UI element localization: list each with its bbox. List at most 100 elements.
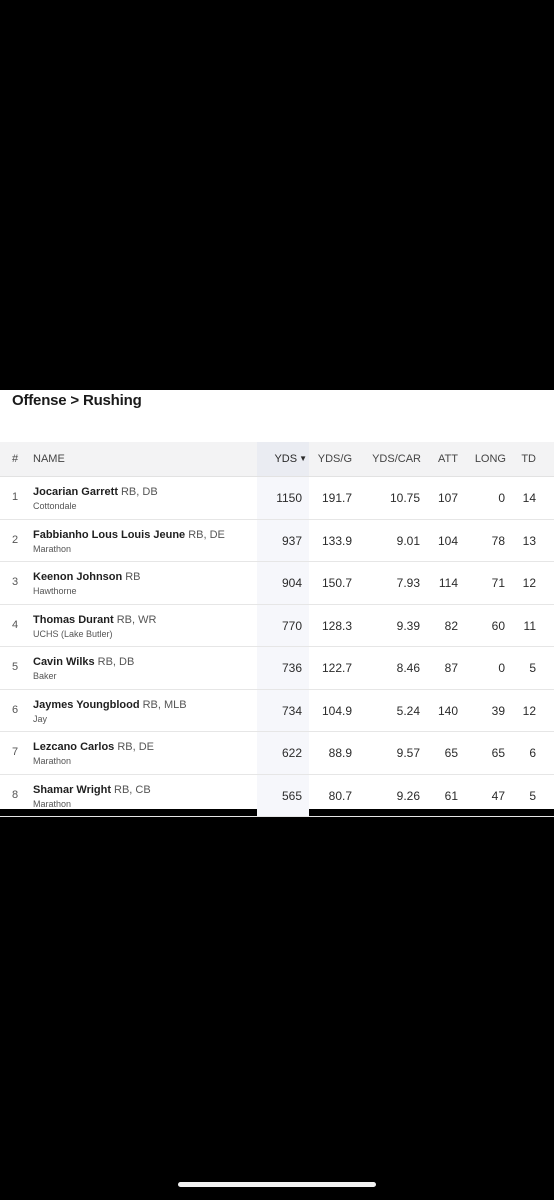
table-row[interactable]: 7 Lezcano Carlos RB, DE Marathon 622 88.9 9.57… <box>0 732 554 775</box>
table-row[interactable]: 2 Fabbianho Lous Louis Jeune RB, DE Maratho… <box>0 519 554 562</box>
cell-long: 78 <box>491 533 505 548</box>
row-rank: 7 <box>12 746 19 758</box>
cell-yds: 770 <box>281 618 302 633</box>
cell-yds-per-game: 128.3 <box>321 618 352 633</box>
player-name-text: Jaymes Youngblood <box>33 698 140 711</box>
cell-yds: 904 <box>281 576 302 590</box>
row-rank: 8 <box>12 788 19 801</box>
sorted-column-highlight <box>257 442 309 476</box>
player-position: RB, DB <box>97 656 135 668</box>
cell-yds: 937 <box>281 533 302 548</box>
cell-yds: 734 <box>281 703 302 718</box>
table-row[interactable]: 3 Keenon Johnson RB Hawthorne 904 150.7 7.93 11… <box>0 562 554 605</box>
cell-td: 5 <box>529 661 536 675</box>
col-header-yds[interactable]: YDS ▼ <box>274 453 307 465</box>
player-school[interactable]: Marathon <box>33 543 72 554</box>
cell-yds-per-game: 122.7 <box>321 661 352 675</box>
cell-td: 5 <box>529 788 536 803</box>
sort-desc-icon: ▼ <box>299 454 307 463</box>
player-position: RB, CB <box>114 783 151 796</box>
rushing-stats-table: # NAME YDS ▼ YDS/G YDS/CAR ATT LONG TD 1 J… <box>0 442 554 817</box>
table-row[interactable]: 8 Shamar Wright RB, CB Marathon 565 80.7 9.26 6… <box>0 774 554 817</box>
cell-td: 11 <box>523 618 536 633</box>
player-school[interactable]: Jay <box>33 713 48 724</box>
player-school[interactable]: UCHS (Lake Butler) <box>33 628 113 639</box>
sorted-column-highlight <box>257 774 309 816</box>
table-row[interactable]: 1 Jocarian Garrett RB, DB Cottondale 1150 191… <box>0 477 554 520</box>
col-header-attempts[interactable]: ATT <box>438 453 458 465</box>
cell-td: 13 <box>522 533 536 548</box>
cell-yds-per-game: 191.7 <box>321 491 352 505</box>
cell-long: 60 <box>491 618 505 633</box>
col-header-td[interactable]: TD <box>521 453 536 465</box>
cell-attempts: 107 <box>437 491 458 505</box>
player-name[interactable]: Keenon Johnson RB <box>33 571 141 583</box>
row-rank: 2 <box>12 533 19 546</box>
cell-yds-per-carry: 9.01 <box>396 533 420 548</box>
col-header-yds-label: YDS <box>274 453 298 465</box>
cell-yds-per-carry: 5.24 <box>396 703 420 718</box>
cell-yds-per-carry: 8.46 <box>396 661 420 675</box>
cell-yds: 565 <box>281 788 302 803</box>
col-header-name[interactable]: NAME <box>33 453 65 465</box>
player-name-text: Keenon Johnson <box>33 571 123 583</box>
row-rank: 4 <box>12 618 19 631</box>
cell-yds-per-game: 133.9 <box>321 533 352 548</box>
cell-long: 0 <box>498 491 505 505</box>
cell-attempts: 61 <box>444 788 458 803</box>
player-name[interactable]: Cavin Wilks RB, DB <box>33 656 134 668</box>
player-school[interactable]: Marathon <box>33 756 72 766</box>
cell-yds-per-carry: 9.26 <box>396 788 420 803</box>
player-school[interactable]: Cottondale <box>33 501 77 511</box>
cell-yds: 736 <box>281 661 302 675</box>
player-name-text: Thomas Durant <box>33 613 114 626</box>
breadcrumb[interactable]: Offense > Rushing <box>12 392 142 409</box>
player-name-text: Lezcano Carlos <box>33 741 115 753</box>
cell-td: 14 <box>522 491 536 505</box>
player-name-text: Cavin Wilks <box>33 656 95 668</box>
sorted-column-highlight <box>257 647 309 689</box>
col-header-yds-per-game[interactable]: YDS/G <box>317 453 352 465</box>
cell-yds-per-game: 88.9 <box>328 746 352 760</box>
col-header-long[interactable]: LONG <box>474 453 506 465</box>
table-row[interactable]: 5 Cavin Wilks RB, DB Baker 736 122.7 8.46 87 0 5 <box>0 647 554 690</box>
sorted-column-highlight <box>257 477 309 519</box>
player-name[interactable]: Jaymes Youngblood RB, MLB <box>33 699 187 711</box>
player-name[interactable]: Lezcano Carlos RB, DE <box>33 741 154 753</box>
table-row[interactable]: 4 Thomas Durant RB, WR UCHS (Lake Butler) 77… <box>0 604 554 647</box>
home-indicator[interactable] <box>178 1182 376 1187</box>
col-header-yds-per-carry[interactable]: YDS/CAR <box>372 453 421 465</box>
player-school[interactable]: Hawthorne <box>33 586 77 596</box>
cell-long: 0 <box>498 661 505 675</box>
table-row[interactable]: 6 Jaymes Youngblood RB, MLB Jay 734 104.9 5.24… <box>0 689 554 732</box>
cell-td: 6 <box>529 746 536 760</box>
player-school[interactable]: Marathon <box>33 798 72 809</box>
col-header-rank: # <box>12 453 19 465</box>
player-position: RB, DE <box>188 528 225 541</box>
cell-yds-per-game: 150.7 <box>321 576 352 590</box>
cell-attempts: 82 <box>444 618 458 633</box>
sorted-column-highlight <box>257 519 309 561</box>
player-name-text: Jocarian Garrett <box>33 486 118 498</box>
player-position: RB, DB <box>120 486 158 498</box>
cell-attempts: 140 <box>437 703 458 718</box>
sorted-column-highlight <box>257 732 309 774</box>
player-name[interactable]: Shamar Wright RB, CB <box>33 784 151 796</box>
cell-yds: 622 <box>281 746 302 760</box>
row-rank: 1 <box>12 491 19 503</box>
player-name-text: Fabbianho Lous Louis Jeune <box>33 528 186 541</box>
cell-attempts: 65 <box>444 746 458 760</box>
cell-long: 65 <box>491 746 505 760</box>
player-school[interactable]: Baker <box>33 671 57 681</box>
player-name[interactable]: Fabbianho Lous Louis Jeune RB, DE <box>33 529 225 541</box>
cell-attempts: 104 <box>437 533 458 548</box>
cell-yds-per-carry: 7.93 <box>396 576 420 590</box>
sorted-column-highlight <box>257 604 309 646</box>
cell-attempts: 87 <box>444 661 458 675</box>
row-rank: 5 <box>12 661 19 673</box>
cell-long: 47 <box>491 788 505 803</box>
player-name[interactable]: Jocarian Garrett RB, DB <box>33 486 158 498</box>
cell-yds-per-carry: 10.75 <box>389 491 420 505</box>
player-name[interactable]: Thomas Durant RB, WR <box>33 614 156 626</box>
cell-yds-per-carry: 9.39 <box>396 618 420 633</box>
